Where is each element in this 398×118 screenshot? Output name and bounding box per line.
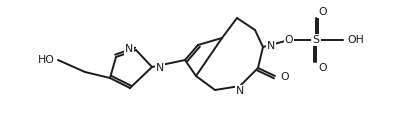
Text: OH: OH bbox=[347, 35, 364, 45]
Text: O: O bbox=[318, 63, 327, 73]
Text: O: O bbox=[280, 72, 289, 82]
Text: N: N bbox=[236, 86, 244, 96]
Text: HO: HO bbox=[38, 55, 55, 65]
Text: O: O bbox=[318, 7, 327, 17]
Text: N: N bbox=[125, 44, 133, 54]
Text: N: N bbox=[156, 63, 164, 73]
Text: S: S bbox=[312, 35, 320, 45]
Text: N: N bbox=[267, 41, 275, 51]
Text: O: O bbox=[285, 35, 293, 45]
